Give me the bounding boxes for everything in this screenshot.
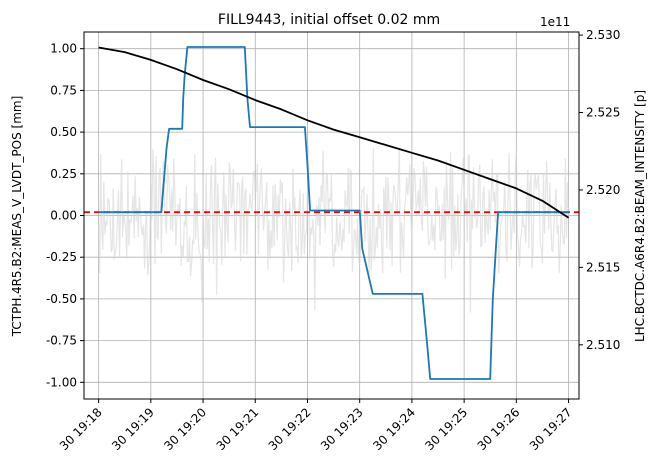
- series-lines: [98, 46, 570, 380]
- y-axis-left-title: TCTPH.4R5.B2:MEAS_V_LVDT_POS [mm]: [10, 96, 24, 338]
- y-axis-left: -1.00 -0.75 -0.50 -0.25 0.00 0.25 0.50 0.75 1.00: [46, 42, 84, 389]
- y-right-tick-label: 2.520: [586, 183, 620, 197]
- y-right-tick-label: 2.530: [586, 28, 620, 42]
- y-right-tick-label: 2.515: [586, 260, 620, 274]
- lvdt-position-line: [98, 46, 569, 380]
- y-axis-right-title: LHC.BCTDC.A6R4.B2:BEAM_INTENSITY [p]: [633, 90, 647, 342]
- y-left-tick-label: -1.00: [46, 375, 77, 389]
- y-left-tick-label: 0.00: [50, 209, 77, 223]
- y-right-tick-label: 2.510: [586, 338, 620, 352]
- noise-line: [98, 145, 570, 313]
- noise-series: [98, 145, 570, 313]
- beam-intensity-line: [98, 46, 570, 219]
- chart-title: FILL9443, initial offset 0.02 mm: [218, 12, 440, 28]
- y-left-tick-label: -0.50: [46, 292, 77, 306]
- y-left-tick-label: 0.50: [50, 125, 77, 139]
- right-axis-offset-label: 1e11: [540, 15, 570, 29]
- y-right-tick-label: 2.525: [586, 106, 620, 120]
- y-left-tick-label: -0.25: [46, 250, 77, 264]
- y-left-tick-label: 1.00: [50, 42, 77, 56]
- y-left-tick-label: -0.75: [46, 334, 77, 348]
- y-left-tick-label: 0.75: [50, 83, 77, 97]
- y-left-tick-label: 0.25: [50, 167, 77, 181]
- y-axis-right: 2.510 2.515 2.520 2.525 2.530: [579, 28, 620, 352]
